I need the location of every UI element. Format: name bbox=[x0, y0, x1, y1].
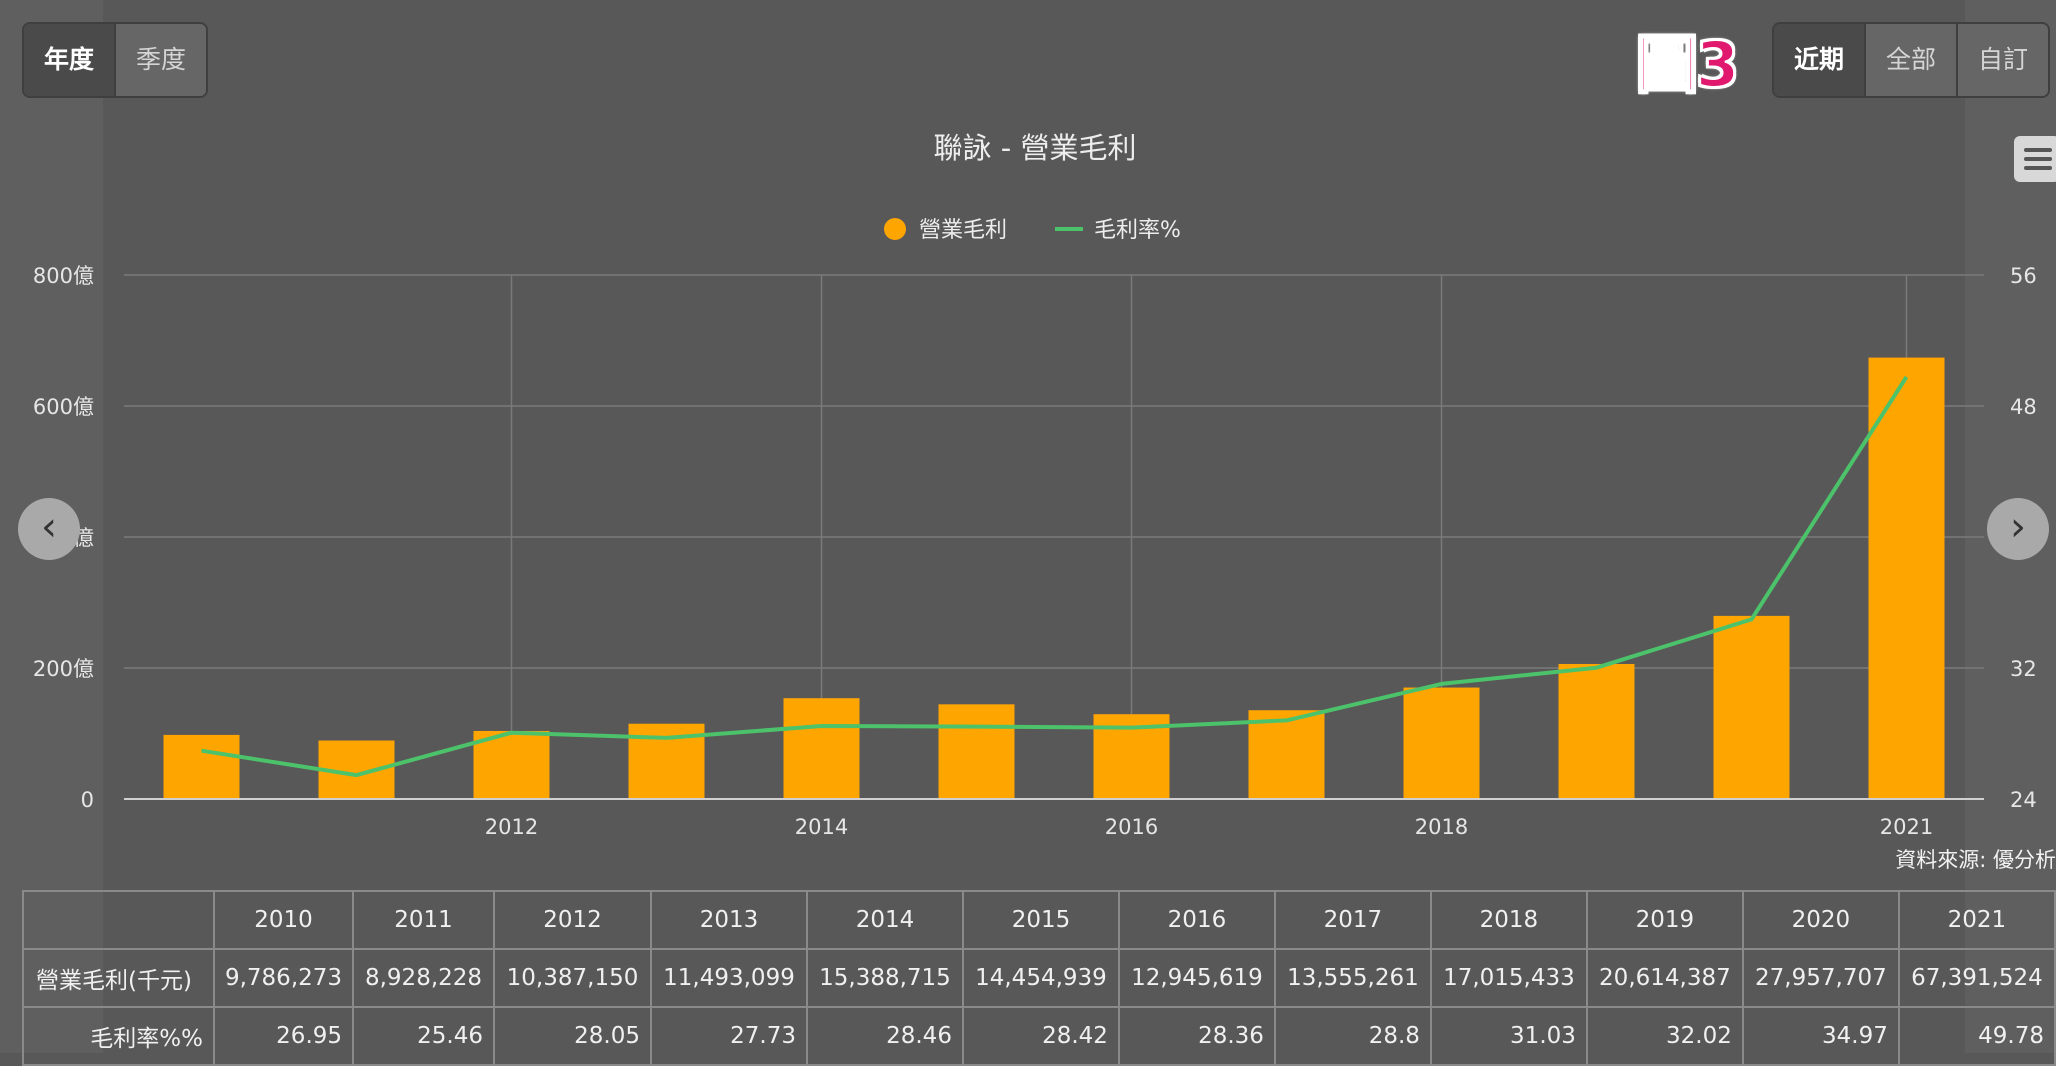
table-cell: 49.78 bbox=[1897, 1006, 2056, 1066]
bar bbox=[1713, 615, 1790, 799]
bar bbox=[1868, 357, 1945, 799]
bar bbox=[938, 704, 1015, 799]
table-cell: 14,454,939 bbox=[961, 948, 1120, 1008]
tab-quarterly[interactable]: 季度 bbox=[114, 24, 206, 96]
table-cell: 17,015,433 bbox=[1429, 948, 1588, 1008]
bar bbox=[1558, 663, 1635, 799]
table-header-cell: 2015 bbox=[961, 890, 1120, 950]
table-header-row: 2010 2011 2012 2013 2014 2015 2016 2017 … bbox=[22, 890, 2056, 950]
table-cell: 26.95 bbox=[212, 1006, 355, 1066]
period-toggle: 年度 季度 bbox=[22, 22, 208, 98]
table-cell: 28.42 bbox=[961, 1006, 1120, 1066]
x-tick-label: 2012 bbox=[485, 815, 538, 839]
y-left-tick-label: 200億 bbox=[33, 657, 94, 681]
table-header-cell: 2019 bbox=[1585, 890, 1744, 950]
table-row: 毛利率%% 26.95 25.46 28.05 27.73 28.46 28.4… bbox=[22, 1006, 2056, 1066]
chart-title: 聯詠 - 營業毛利 bbox=[934, 131, 1137, 165]
y-left-tick-label: 0 bbox=[81, 788, 94, 812]
table-cell: 15,388,715 bbox=[805, 948, 964, 1008]
x-tick-label: 2016 bbox=[1105, 815, 1158, 839]
row-label-gross-profit: 營業毛利(千元) bbox=[22, 948, 215, 1008]
bar bbox=[163, 734, 240, 799]
table-row: 營業毛利(千元) 9,786,273 8,928,228 10,387,150 … bbox=[22, 948, 2056, 1008]
x-tick-label: 2021 bbox=[1880, 815, 1933, 839]
chart-area: 0200億400億600億800億24324048562012201420162… bbox=[33, 131, 2037, 839]
chevron-left-icon[interactable]: ‹ bbox=[18, 498, 80, 560]
table-cell: 32.02 bbox=[1585, 1006, 1744, 1066]
table-cell: 8,928,228 bbox=[352, 948, 496, 1008]
table-cell: 12,945,619 bbox=[1117, 948, 1276, 1008]
chevron-right-icon[interactable]: › bbox=[1987, 498, 2049, 560]
data-source: 資料來源: 優分析 bbox=[1895, 848, 2056, 872]
table-cell: 10,387,150 bbox=[493, 948, 652, 1008]
y-left-tick-label: 800億 bbox=[33, 264, 94, 288]
table-header-cell: 2021 bbox=[1897, 890, 2056, 950]
bar bbox=[473, 730, 550, 799]
data-table: 2010 2011 2012 2013 2014 2015 2016 2017 … bbox=[22, 890, 2056, 1066]
table-header-cell: 2012 bbox=[493, 890, 652, 950]
tab-all[interactable]: 全部 bbox=[1864, 24, 1956, 96]
legend-label: 毛利率% bbox=[1094, 218, 1181, 243]
tab-recent[interactable]: 近期 bbox=[1774, 24, 1864, 96]
series-line bbox=[201, 375, 1909, 778]
table-cell: 27,957,707 bbox=[1741, 948, 1900, 1008]
table-cell: 28.46 bbox=[805, 1006, 964, 1066]
y-right-tick-label: 48 bbox=[2010, 395, 2037, 419]
row-label-gross-margin: 毛利率%% bbox=[22, 1006, 215, 1066]
menu-icon[interactable] bbox=[2014, 136, 2056, 182]
table-header-cell: 2020 bbox=[1741, 890, 1900, 950]
table-cell: 28.05 bbox=[493, 1006, 652, 1066]
table-cell: 20,614,387 bbox=[1585, 948, 1744, 1008]
legend-label: 營業毛利 bbox=[919, 218, 1007, 243]
table-corner bbox=[22, 890, 215, 950]
table-cell: 28.36 bbox=[1117, 1006, 1276, 1066]
table-cell: 67,391,524 bbox=[1897, 948, 2056, 1008]
table-cell: 13,555,261 bbox=[1273, 948, 1432, 1008]
table-cell: 31.03 bbox=[1429, 1006, 1588, 1066]
y-right-tick-label: 32 bbox=[2010, 657, 2037, 681]
legend-marker-bar bbox=[884, 218, 906, 240]
tab-annual[interactable]: 年度 bbox=[24, 24, 114, 96]
table-header-cell: 2016 bbox=[1117, 890, 1276, 950]
table-cell: 28.8 bbox=[1273, 1006, 1432, 1066]
x-tick-label: 2014 bbox=[795, 815, 848, 839]
table-header-cell: 2010 bbox=[212, 890, 355, 950]
figure-label: 圖3 bbox=[1635, 27, 1740, 102]
bar bbox=[1403, 687, 1480, 799]
table-cell: 27.73 bbox=[650, 1006, 808, 1066]
table-cell: 11,493,099 bbox=[650, 948, 808, 1008]
table-header-cell: 2011 bbox=[352, 890, 496, 950]
table-header-cell: 2013 bbox=[650, 890, 808, 950]
table-header-cell: 2018 bbox=[1429, 890, 1588, 950]
table-cell: 25.46 bbox=[352, 1006, 496, 1066]
y-left-tick-label: 600億 bbox=[33, 395, 94, 419]
y-right-tick-label: 24 bbox=[2010, 788, 2037, 812]
y-right-tick-label: 56 bbox=[2010, 264, 2037, 288]
table-cell: 34.97 bbox=[1741, 1006, 1900, 1066]
tab-custom[interactable]: 自訂 bbox=[1956, 24, 2048, 96]
range-toggle: 近期 全部 自訂 bbox=[1772, 22, 2050, 98]
table-header-cell: 2017 bbox=[1273, 890, 1432, 950]
bar bbox=[783, 698, 860, 799]
table-header-cell: 2014 bbox=[805, 890, 964, 950]
x-tick-label: 2018 bbox=[1415, 815, 1468, 839]
bar bbox=[1248, 710, 1325, 799]
table-cell: 9,786,273 bbox=[212, 948, 355, 1008]
